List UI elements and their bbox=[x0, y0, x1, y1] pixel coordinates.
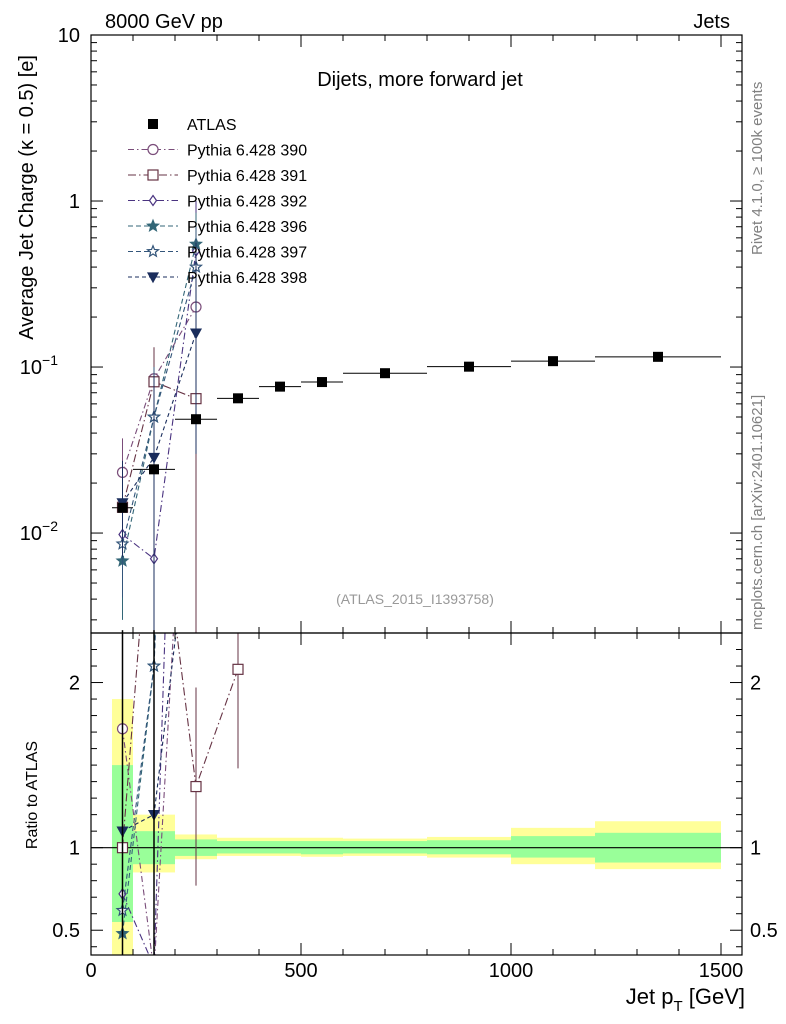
series-line bbox=[122, 332, 197, 504]
legend-label: Pythia 6.428 391 bbox=[187, 168, 307, 185]
atlas-point bbox=[464, 361, 474, 372]
ratio-y-axis-label: Ratio to ATLAS bbox=[24, 741, 41, 849]
ratio-series-line bbox=[121, 633, 156, 911]
marker-diamond bbox=[148, 194, 158, 207]
marker-triangle bbox=[189, 328, 203, 340]
axes-layer: 0 500 1000 1500 10 1 10−1 10−2 2 2 1 1 0.5 0.5 bbox=[20, 25, 778, 982]
ratio-y-tick-label-right: 2 bbox=[750, 673, 761, 695]
ratio-series-layer bbox=[115, 633, 244, 955]
ratio-y-tick-label-right: 0.5 bbox=[750, 920, 778, 942]
ratio-uncertainty-bands bbox=[91, 699, 742, 955]
ratio-series-line bbox=[121, 633, 156, 934]
atlas-point bbox=[117, 502, 128, 513]
legend-label: Pythia 6.428 396 bbox=[187, 219, 307, 236]
series-line bbox=[121, 243, 197, 561]
marker-star bbox=[145, 218, 161, 232]
atlas-point bbox=[233, 393, 243, 404]
atlas-point bbox=[653, 351, 663, 362]
main-series-layer bbox=[112, 201, 721, 633]
plot-title: Dijets, more forward jet bbox=[317, 69, 523, 91]
ratio-plot-frame bbox=[90, 632, 743, 956]
marker-triangle bbox=[147, 452, 161, 464]
legend-label: Pythia 6.428 392 bbox=[187, 194, 307, 211]
ratio-stat-band bbox=[511, 836, 595, 858]
series-line bbox=[121, 381, 197, 508]
marker-triangle bbox=[146, 272, 160, 284]
legend-label: Pythia 6.428 398 bbox=[187, 270, 307, 287]
x-tick-label: 500 bbox=[284, 960, 317, 982]
ratio-series-line bbox=[121, 633, 239, 848]
rivet-version-label: Rivet 4.1.0, ≥ 100k events bbox=[749, 82, 766, 255]
atlas-point bbox=[149, 464, 159, 475]
y-axis-label: Average Jet Charge (κ = 0.5) [e] bbox=[16, 55, 38, 340]
series-line bbox=[121, 266, 197, 545]
ratio-y-tick-label: 0.5 bbox=[52, 920, 80, 942]
x-tick-label: 1000 bbox=[489, 960, 534, 982]
mcplots-label: mcplots.cern.ch [arXiv:2401.10621] bbox=[749, 395, 766, 630]
atlas-point bbox=[317, 377, 327, 388]
atlas-point bbox=[191, 414, 201, 425]
legend: ATLAS Pythia 6.428 390 Pythia 6.428 391 Pyt… bbox=[128, 117, 307, 287]
ratio-y-tick-label: 1 bbox=[69, 838, 80, 860]
marker-star bbox=[145, 244, 161, 258]
analysis-watermark: (ATLAS_2015_I1393758) bbox=[336, 591, 494, 607]
ratio-y-tick-label: 2 bbox=[69, 673, 80, 695]
marker-square bbox=[190, 780, 202, 793]
legend-atlas-label: ATLAS bbox=[187, 117, 237, 134]
marker-square bbox=[147, 169, 159, 181]
collision-label: 8000 GeV pp bbox=[105, 11, 223, 33]
marker-circle bbox=[147, 143, 159, 156]
x-tick-label: 0 bbox=[85, 960, 96, 982]
legend-label: Pythia 6.428 390 bbox=[187, 143, 307, 160]
marker-square bbox=[232, 663, 244, 675]
y-tick-label: 10−1 bbox=[20, 352, 58, 379]
legend-label: Pythia 6.428 397 bbox=[187, 245, 307, 262]
y-tick-label: 10 bbox=[58, 25, 80, 47]
x-tick-label: 1500 bbox=[699, 960, 744, 982]
atlas-point bbox=[275, 381, 285, 392]
atlas-point bbox=[380, 368, 390, 379]
series-line bbox=[121, 306, 197, 473]
atlas-point bbox=[548, 356, 558, 367]
process-label: Jets bbox=[693, 11, 730, 33]
ratio-y-tick-label-right: 1 bbox=[750, 838, 761, 860]
legend-atlas-marker bbox=[148, 119, 158, 129]
y-tick-label: 1 bbox=[69, 191, 80, 213]
y-tick-label: 10−2 bbox=[20, 518, 58, 545]
ratio-series-line bbox=[121, 633, 174, 955]
x-axis-label: Jet pT [GeV] bbox=[626, 984, 745, 1015]
